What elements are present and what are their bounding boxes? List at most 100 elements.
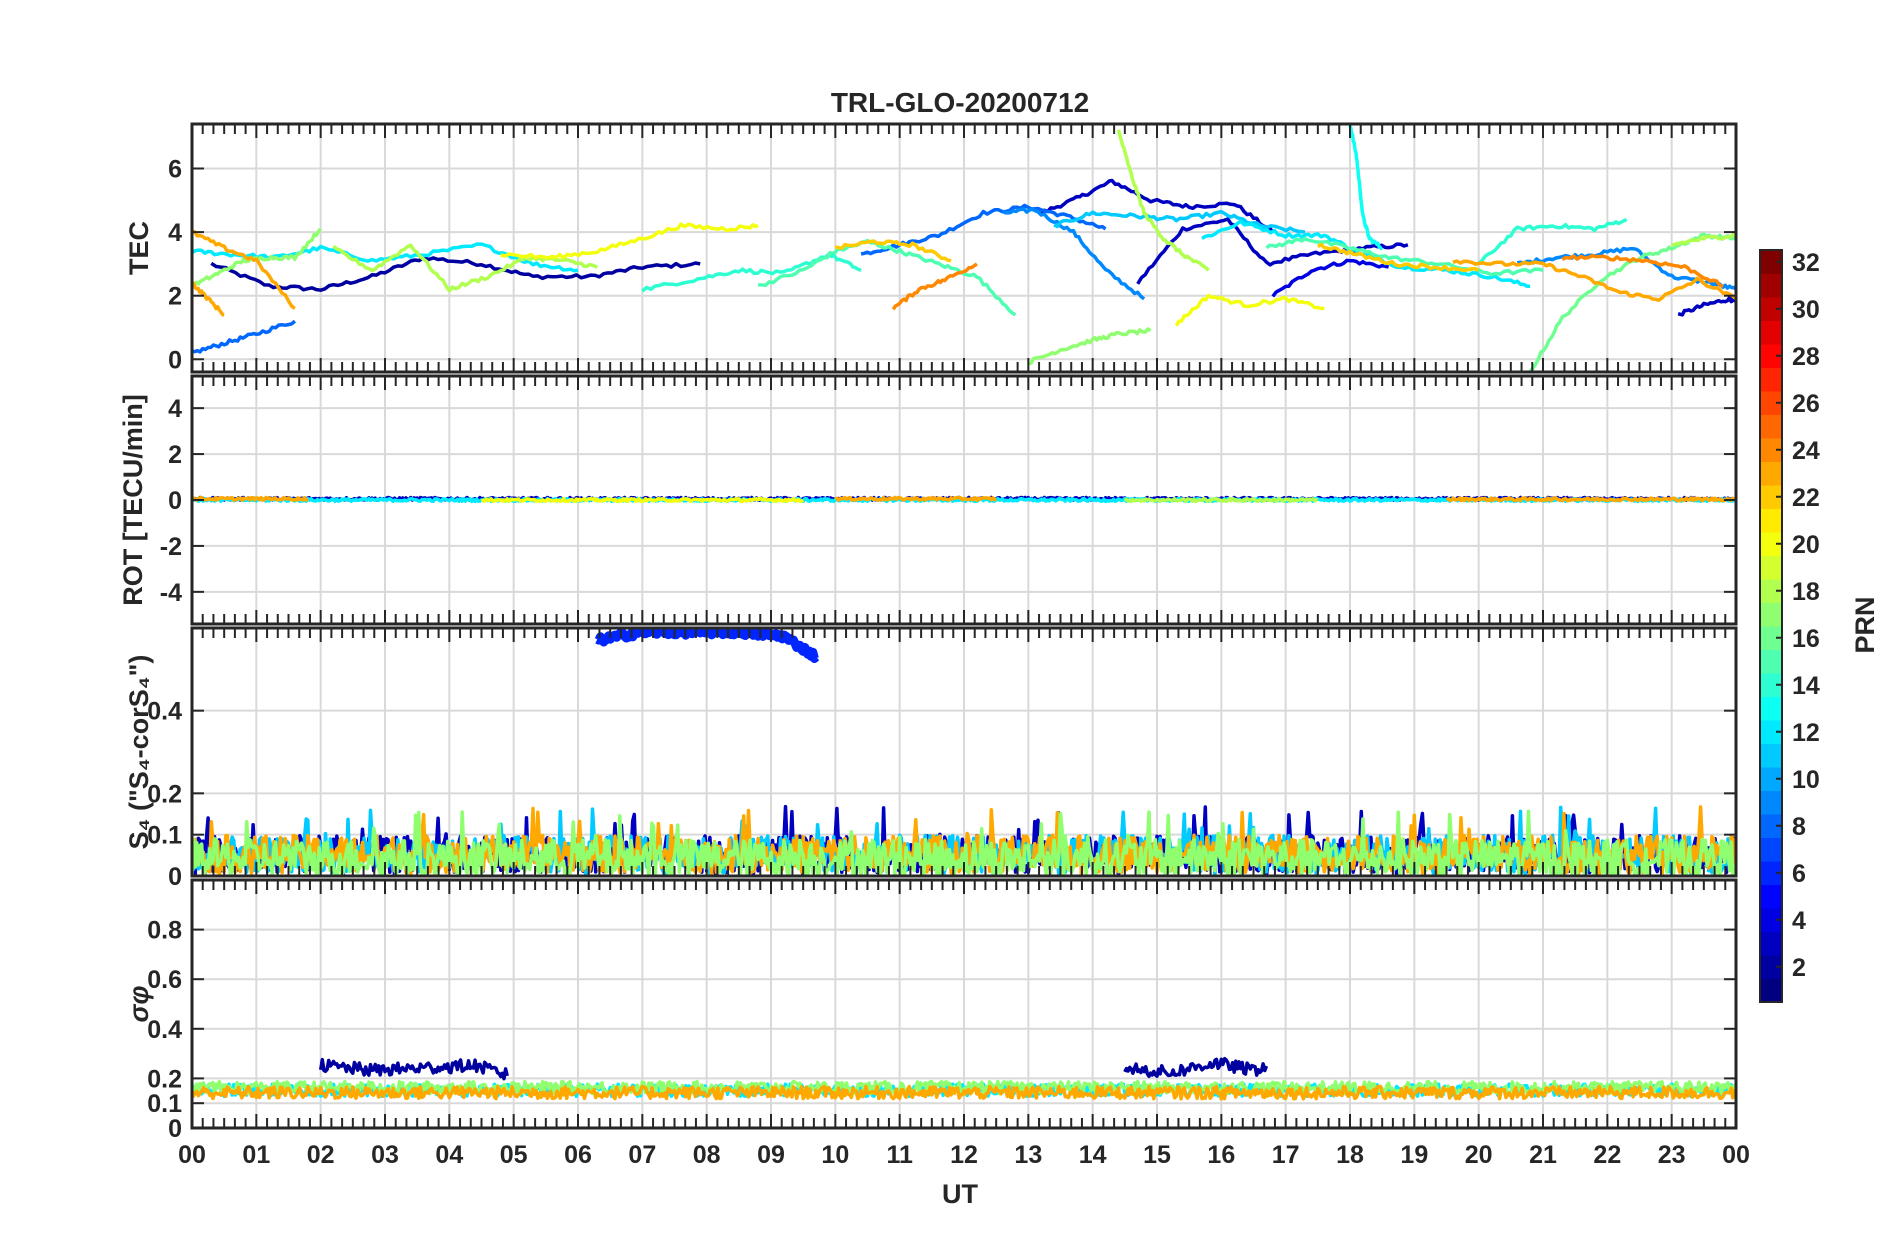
colorbar-tick-label: 4 (1792, 907, 1806, 935)
series-line-prn-9 (1001, 207, 1146, 301)
series-line-prn-23 (1445, 496, 1736, 503)
panel-rot: -4 -2 0 2 4 ROT [TECU/min] (118, 374, 1738, 626)
x-tick-label: 23 (1658, 1141, 1686, 1169)
colorbar-swatch (1760, 955, 1782, 979)
figure-title: TRL-GLO-20200712 (831, 87, 1089, 118)
x-tick-label: 12 (950, 1141, 978, 1169)
colorbar-swatch (1760, 414, 1782, 439)
series-line-prn-20 (480, 496, 805, 504)
colorbar-swatch (1760, 908, 1782, 932)
x-tick-label: 19 (1400, 1141, 1428, 1169)
series-line-prn-23 (192, 1084, 1736, 1101)
colorbar-swatch (1760, 720, 1782, 744)
x-tick-label: 11 (886, 1141, 913, 1169)
panel-s4: 0 0.1 0.2 0.4S₄ ("S₄-corS₄") (124, 626, 1738, 891)
colorbar-frame (1759, 249, 1783, 1003)
colorbar-swatch (1760, 743, 1782, 768)
colorbar-swatch (1760, 391, 1782, 415)
colorbar-swatch (1760, 673, 1782, 697)
series-line-prn-18 (332, 243, 598, 293)
series-line-prn-20 (500, 222, 759, 260)
colorbar-swatch (1760, 790, 1782, 815)
colorbar-tick-label: 30 (1792, 296, 1820, 324)
colorbar-swatch (1760, 837, 1782, 862)
x-tick-label: 08 (693, 1141, 721, 1169)
colorbar-swatch (1760, 649, 1782, 674)
series-line-prn-2 (1123, 1056, 1269, 1079)
y-tick-label: 2 (168, 283, 182, 311)
panel-sigma: 00.10.2 0.4 0.6 0.8 σφ (124, 878, 1738, 1143)
series-line-prn-18 (1671, 233, 1736, 247)
series-line-prn-18 (1116, 129, 1210, 272)
series-line-prn-13 (1348, 124, 1383, 251)
colorbar-tick-label: 10 (1792, 766, 1820, 794)
colorbar-tick-label: 22 (1792, 484, 1820, 512)
y-tick-label: -2 (160, 533, 182, 561)
series-line-prn-22 (834, 239, 952, 263)
colorbar-swatch (1760, 250, 1782, 274)
y-tick-label: 0.2 (147, 780, 182, 808)
y-tick-label: 0 (168, 863, 182, 891)
series-line-prn-18 (1123, 496, 1318, 504)
series-line-prn-23 (1452, 259, 1736, 302)
y-tick-label: 0.4 (147, 1016, 182, 1044)
colorbar-swatch (1760, 884, 1782, 909)
colorbar-swatch (1760, 861, 1782, 885)
series-group (192, 495, 1736, 504)
colorbar-swatch (1760, 320, 1782, 345)
x-tick-label: 14 (1079, 1141, 1107, 1169)
series-line-prn-15 (1265, 236, 1544, 277)
y-tick-label: 0 (168, 1115, 182, 1143)
colorbar-swatch (1760, 485, 1782, 509)
colorbar-swatch (1760, 555, 1782, 580)
x-tick-label: 05 (500, 1141, 528, 1169)
x-tick-label: 00 (1722, 1141, 1750, 1169)
x-tick-label: 13 (1014, 1141, 1042, 1169)
series-line-prn-8 (192, 319, 297, 354)
x-tick-label: 01 (242, 1141, 270, 1169)
x-tick-label: 18 (1336, 1141, 1364, 1169)
y-tick-label: -4 (160, 579, 182, 607)
colorbar-swatch (1760, 438, 1782, 462)
x-tick-label: 20 (1465, 1141, 1493, 1169)
y-tick-label: 4 (168, 219, 182, 247)
colorbar-swatch (1760, 508, 1782, 533)
colorbar-tick-label: 28 (1792, 343, 1820, 371)
x-tick-label: 00 (178, 1141, 206, 1169)
colorbar-swatch (1760, 273, 1782, 298)
colorbar-tick-label: 24 (1792, 437, 1820, 465)
x-tick-label: 07 (628, 1141, 656, 1169)
y-tick-label: 0 (168, 487, 182, 515)
colorbar-tick-label: 16 (1792, 625, 1820, 653)
colorbar-tick-label: 26 (1792, 390, 1820, 418)
colorbar-swatch (1760, 602, 1782, 627)
y-tick-label: 0.8 (147, 917, 182, 945)
colorbar-tick-label: 8 (1792, 813, 1806, 841)
series-line-prn-24 (1561, 253, 1724, 288)
series-line-prn-14 (1477, 217, 1628, 265)
series-line-prn-23 (192, 280, 225, 317)
colorbar-swatch (1760, 579, 1782, 603)
series-line-prn-20 (1174, 293, 1325, 327)
series-line-prn-3 (1039, 178, 1275, 234)
y-tick-label: 0.1 (147, 822, 182, 850)
y-axis-label: ROT [TECU/min] (118, 394, 148, 605)
colorbar-swatch (1760, 367, 1782, 392)
y-tick-label: 0 (168, 346, 182, 374)
x-tick-label: 21 (1529, 1141, 1557, 1169)
x-tick-label: 04 (435, 1141, 463, 1169)
colorbar-tick-label: 6 (1792, 860, 1806, 888)
colorbar-swatch (1760, 814, 1782, 838)
colorbar-tick-label: 20 (1792, 531, 1820, 559)
colorbar-tick-label: 32 (1792, 249, 1820, 277)
series-line-prn-23 (834, 495, 997, 502)
series-line-prn-17 (192, 1079, 1736, 1096)
series-line-prn-23 (192, 229, 296, 310)
colorbar-swatch (1760, 532, 1782, 556)
y-tick-label: 2 (168, 441, 182, 469)
x-tick-label: 03 (371, 1141, 399, 1169)
colorbar-label: PRN (1850, 596, 1880, 653)
y-tick-label: 0.4 (147, 698, 182, 726)
